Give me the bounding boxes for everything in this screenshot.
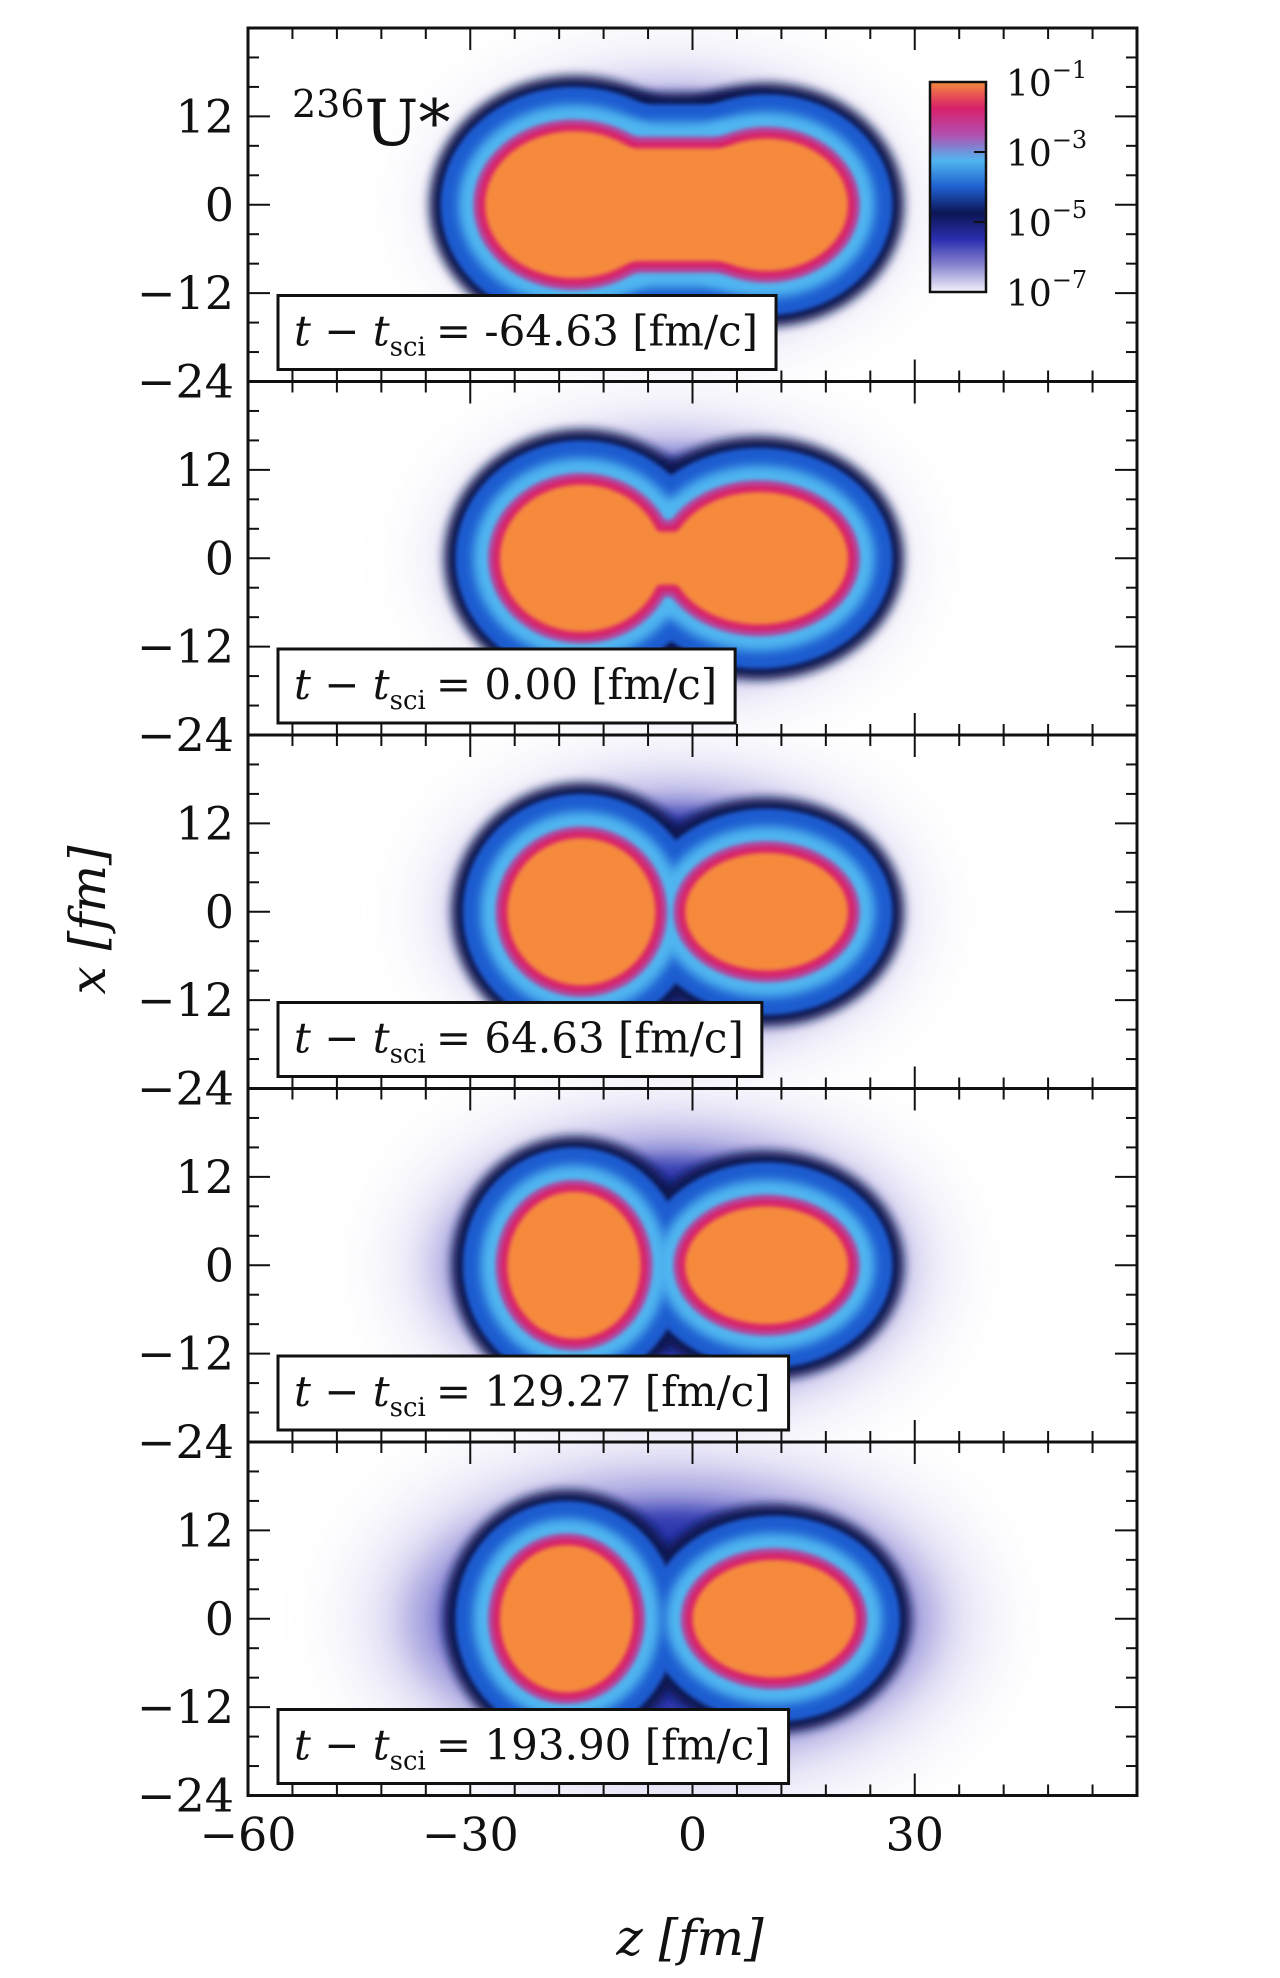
colorbar-tick-label: 10−5 xyxy=(1006,196,1087,245)
axes-text-group: 12 0 −12 −24 t − tsci = -64.63 [fm/c] 12 0 −12 −2… xyxy=(137,89,944,1861)
x-tick-label: −12 xyxy=(137,1327,234,1381)
time-label-box: t − tsci = 64.63 [fm/c] xyxy=(276,1001,764,1078)
fragment-core xyxy=(499,1545,634,1693)
fragment-core xyxy=(685,1206,849,1325)
colorbar-gradient xyxy=(928,80,988,294)
time-label: t − tsci = 64.63 [fm/c] xyxy=(294,1014,744,1070)
colorbar-tick-label: 10−1 xyxy=(1006,56,1087,105)
panels-group xyxy=(246,26,1139,1797)
x-tick-label: −12 xyxy=(137,620,234,674)
time-label: t − tsci = 129.27 [fm/c] xyxy=(294,1367,771,1423)
fragment-core xyxy=(685,852,849,971)
fragment-core xyxy=(507,1191,641,1339)
nucleus-symbol: U* xyxy=(365,87,451,161)
x-tick-label: 0 xyxy=(205,885,234,939)
time-label-box: t − tsci = 0.00 [fm/c] xyxy=(276,647,737,725)
colorbar: 10−1 10−3 10−5 10−7 xyxy=(928,56,1087,315)
x-tick-label: 0 xyxy=(205,1238,234,1292)
z-tick-label: 0 xyxy=(678,1808,707,1862)
z-tick-label: 30 xyxy=(885,1808,944,1862)
fragment-core xyxy=(507,838,656,986)
panel-1 xyxy=(248,381,1137,735)
panel-4 xyxy=(248,1442,1137,1796)
time-label-box: t − tsci = -64.63 [fm/c] xyxy=(276,294,778,371)
y-axis-label: x [fm] xyxy=(59,845,117,995)
time-label-box: t − tsci = 129.27 [fm/c] xyxy=(276,1354,791,1432)
x-tick-label: −24 xyxy=(137,1062,234,1116)
x-tick-label: 0 xyxy=(205,1592,234,1646)
time-label: t − tsci = 0.00 [fm/c] xyxy=(294,660,717,716)
x-tick-label: −24 xyxy=(137,1769,234,1823)
x-tick-label: −12 xyxy=(137,1680,234,1734)
time-label: t − tsci = 193.90 [fm/c] xyxy=(294,1721,771,1777)
neck-shell xyxy=(573,148,767,262)
panel-ticks xyxy=(247,734,1138,1090)
x-tick-label: 0 xyxy=(205,178,234,232)
colorbar-tick-label: 10−7 xyxy=(1006,266,1087,315)
x-axis-label: z [fm] xyxy=(615,1909,764,1967)
time-label-box: t − tsci = 193.90 [fm/c] xyxy=(276,1708,791,1785)
colorbar-tick-label: 10−3 xyxy=(1006,126,1087,175)
x-tick-label: −12 xyxy=(137,266,234,320)
x-tick-label: 12 xyxy=(175,89,234,143)
x-tick-label: 12 xyxy=(175,796,234,850)
x-tick-label: 12 xyxy=(175,1150,234,1204)
nucleus-label: 236U* xyxy=(292,82,450,161)
neck-shell xyxy=(581,531,760,585)
x-tick-label: −24 xyxy=(137,1415,234,1469)
x-tick-label: 0 xyxy=(205,531,234,585)
x-tick-label: 12 xyxy=(175,443,234,497)
panel-3 xyxy=(248,1088,1137,1442)
z-tick-label: −30 xyxy=(422,1808,519,1862)
z-tick-label: −60 xyxy=(199,1808,296,1862)
nucleus-mass-number: 236 xyxy=(292,82,365,126)
time-label: t − tsci = -64.63 [fm/c] xyxy=(294,307,758,363)
x-tick-label: −12 xyxy=(137,973,234,1027)
x-tick-label: −24 xyxy=(137,355,234,409)
panel-0 xyxy=(248,28,1137,382)
x-tick-label: −24 xyxy=(137,708,234,762)
x-tick-label: 12 xyxy=(175,1503,234,1557)
fragment-core xyxy=(692,1559,856,1678)
panel-frame xyxy=(246,1440,1139,1797)
